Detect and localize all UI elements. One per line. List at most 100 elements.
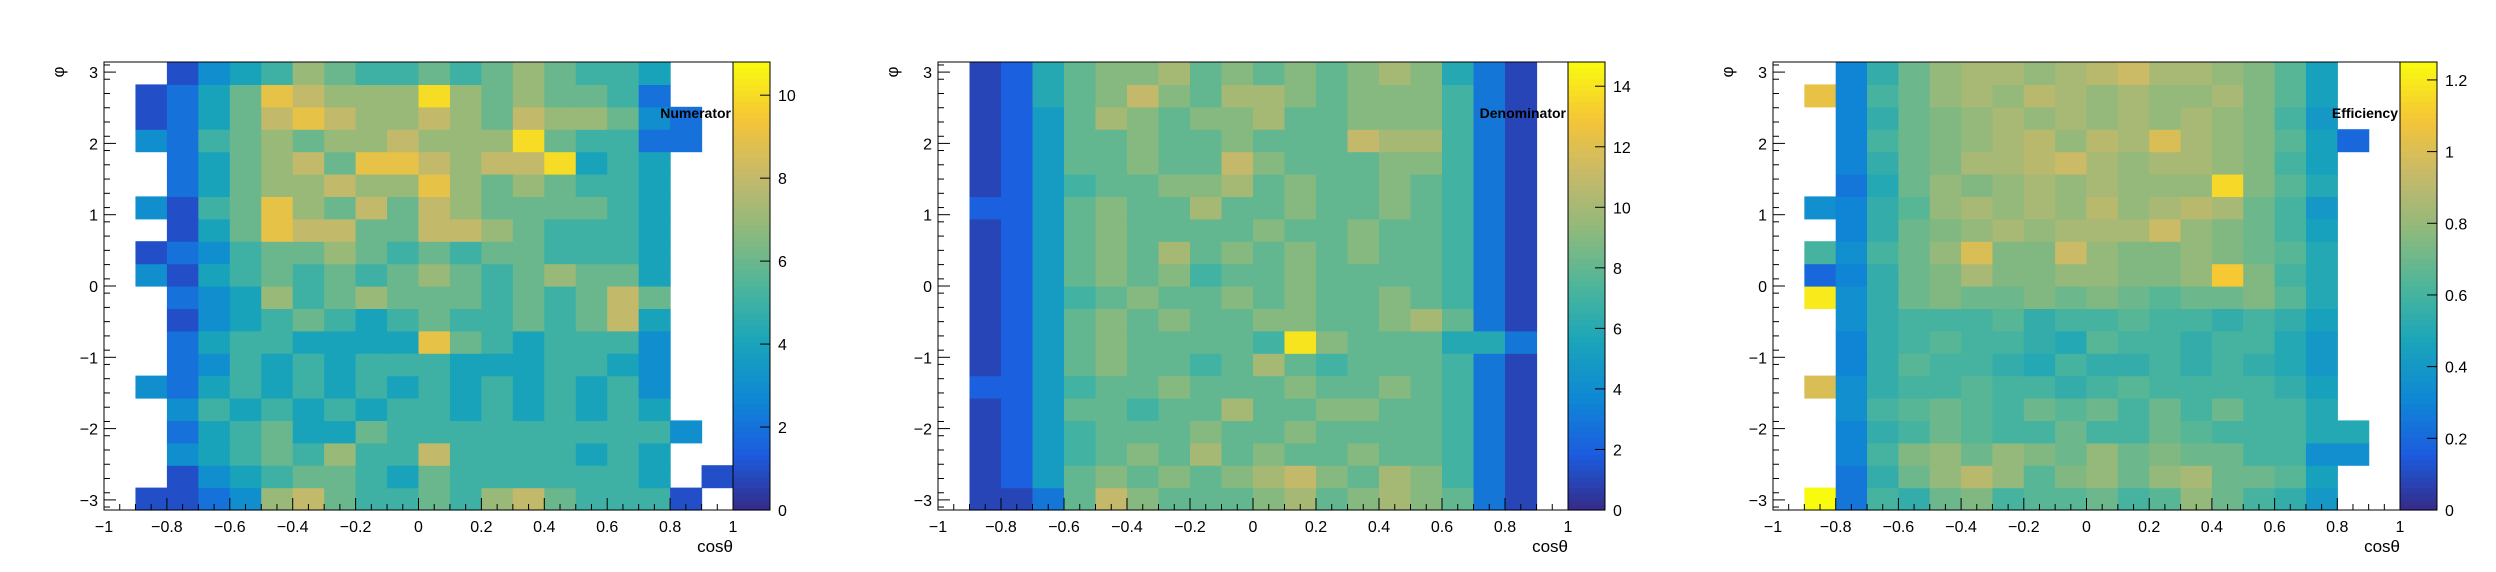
heatmap-cell	[1410, 241, 1443, 265]
heatmap-cell	[1505, 308, 1538, 332]
x-tick-label: 0.6	[2263, 519, 2285, 536]
y-tick-label: 2	[89, 136, 98, 153]
heatmap-cell	[2305, 106, 2338, 130]
heatmap-cell	[512, 263, 545, 287]
heatmap-cell	[2117, 151, 2150, 175]
color-bar-segment	[2400, 84, 2437, 91]
color-bar-segment	[2400, 465, 2437, 472]
heatmap-cell	[261, 286, 294, 309]
color-bar-tick-label: 10	[1613, 200, 1631, 217]
heatmap-cell	[1001, 398, 1034, 421]
color-bar-segment	[733, 347, 770, 354]
color-bar-segment	[2400, 347, 2437, 354]
color-bar-segment	[2400, 381, 2437, 388]
heatmap-cell	[670, 420, 703, 444]
heatmap-cell	[2055, 442, 2088, 466]
heatmap-cell	[1032, 151, 1065, 175]
heatmap-cell	[1992, 375, 2025, 399]
heatmap-cell	[2274, 129, 2307, 153]
heatmap-cell	[418, 196, 451, 220]
heatmap-cell	[2086, 241, 2119, 265]
heatmap-cell	[1473, 487, 1506, 511]
heatmap-cell	[1127, 263, 1160, 287]
heatmap-cell	[418, 353, 451, 377]
color-bar-segment	[2400, 342, 2437, 349]
heatmap-cell	[387, 308, 420, 332]
heatmap-cell	[1190, 308, 1223, 332]
color-bar-segment	[733, 174, 770, 181]
color-bar-segment	[1568, 207, 1605, 214]
heatmap-cell	[1253, 353, 1286, 377]
heatmap-cell	[2117, 286, 2150, 309]
heatmap-cell	[1473, 286, 1506, 309]
heatmap-cell	[198, 241, 231, 265]
color-bar-segment	[733, 314, 770, 321]
x-tick-label: 0	[414, 519, 423, 536]
heatmap-cell	[2149, 465, 2182, 489]
heatmap-cell	[2211, 218, 2244, 242]
heatmap-cell	[1804, 375, 1837, 399]
heatmap-cell	[198, 151, 231, 175]
heatmap-cell	[418, 84, 451, 108]
heatmap-cell	[261, 196, 294, 220]
heatmap-cell	[1410, 129, 1443, 153]
heatmap-cell	[2055, 263, 2088, 287]
heatmap-cell	[1190, 62, 1223, 85]
heatmap-cell	[387, 487, 420, 511]
x-tick-label: −1	[929, 519, 947, 536]
color-bar-segment	[2400, 202, 2437, 209]
y-tick-label: 3	[923, 65, 932, 82]
heatmap-cell	[324, 308, 357, 332]
heatmap-cell	[2117, 129, 2150, 153]
heatmap-cell	[1316, 106, 1349, 130]
color-bar-segment	[733, 482, 770, 489]
heatmap-cell	[261, 487, 294, 511]
heatmap-cell	[166, 375, 199, 399]
color-bar-segment	[1568, 280, 1605, 287]
heatmap-cell	[418, 398, 451, 421]
y-tick-label: −2	[1749, 422, 1767, 439]
heatmap-cell	[2274, 106, 2307, 130]
color-bar-segment	[733, 196, 770, 203]
heatmap-cell	[1284, 308, 1317, 332]
heatmap-cell	[1929, 420, 1962, 444]
heatmap-cell	[449, 84, 482, 108]
heatmap-cell	[2023, 241, 2056, 265]
color-bar-segment	[2400, 157, 2437, 164]
x-tick-label: 0.4	[1368, 519, 1390, 536]
color-bar-segment	[2400, 179, 2437, 186]
heatmap-cell	[449, 442, 482, 466]
color-bar-segment	[733, 73, 770, 80]
heatmap-cell	[2023, 151, 2056, 175]
heatmap-cell	[2180, 218, 2213, 242]
heatmap-cell	[324, 465, 357, 489]
heatmap-cell	[2149, 196, 2182, 220]
heatmap-cell	[449, 308, 482, 332]
heatmap-cell	[292, 398, 325, 421]
y-tick-label: 2	[1758, 136, 1767, 153]
color-bar-segment	[1568, 162, 1605, 169]
heatmap-cell	[575, 218, 608, 242]
y-tick-label: 1	[923, 208, 932, 225]
heatmap-cell	[355, 129, 388, 153]
heatmap-cell	[1473, 308, 1506, 332]
heatmap-cell	[1961, 106, 1994, 130]
heatmap-cell	[2243, 308, 2276, 332]
heatmap-cell	[1127, 308, 1160, 332]
color-bar-segment	[1568, 123, 1605, 130]
heatmap-cell	[1284, 420, 1317, 444]
heatmap-cell	[1410, 196, 1443, 220]
color-bar-segment	[2400, 258, 2437, 265]
heatmap-cell	[1867, 129, 1899, 153]
heatmap-cell	[2243, 442, 2276, 466]
heatmap-cell	[1190, 151, 1223, 175]
color-bar-segment	[1568, 375, 1605, 382]
heatmap-cell	[292, 62, 325, 85]
y-axis-label: φ	[883, 66, 902, 77]
color-bar-segment	[733, 246, 770, 253]
heatmap-cell	[2117, 218, 2150, 242]
heatmap-cell	[1001, 442, 1034, 466]
color-bar-tick-label: 0.2	[2445, 431, 2467, 448]
heatmap-cell	[481, 353, 514, 377]
color-bar-segment	[733, 190, 770, 197]
